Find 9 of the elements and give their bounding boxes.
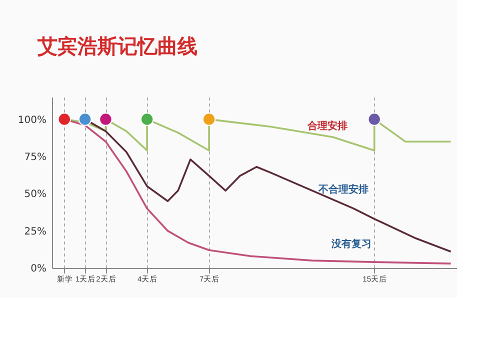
y-tick-label: 100% (18, 114, 46, 126)
y-tick-label: 25% (24, 226, 46, 238)
y-tick-label: 75% (24, 152, 46, 163)
chart-title: 艾宾浩斯记忆曲线 (36, 34, 198, 58)
y-tick-label: 0% (30, 264, 46, 274)
annotation: 合理安排 (306, 120, 348, 132)
y-tick-label: 50% (24, 189, 46, 200)
annotation: 没有复习 (330, 238, 372, 250)
annotation: 不合理安排 (318, 183, 369, 196)
